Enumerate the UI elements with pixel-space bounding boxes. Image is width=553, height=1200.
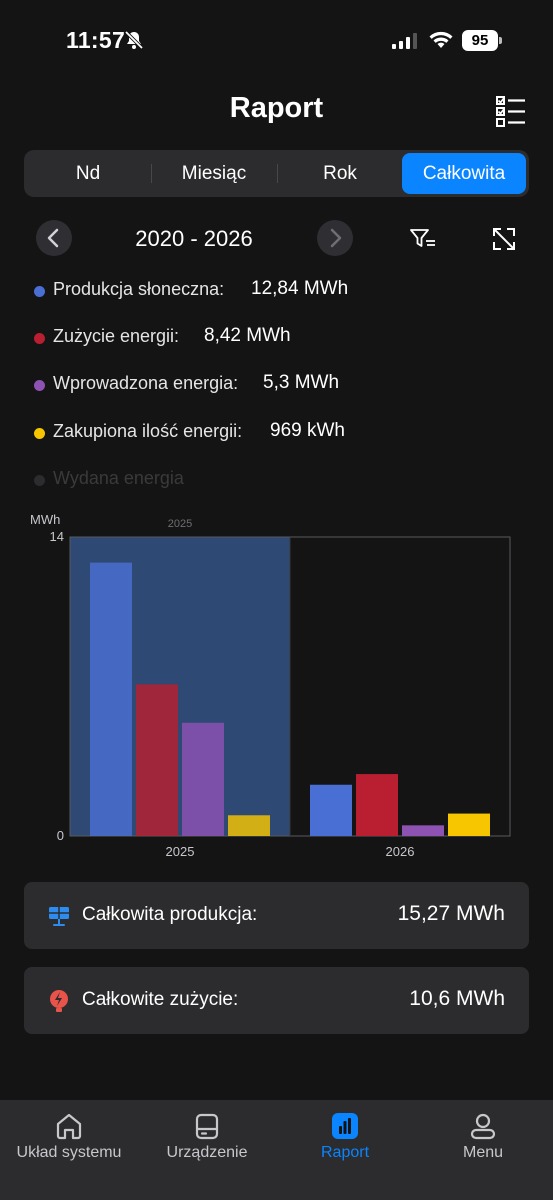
legend-value: 969 kWh <box>270 420 345 442</box>
legend-value: 12,84 MWh <box>251 278 348 300</box>
legend-label: Wprowadzona energia: <box>53 373 238 394</box>
tab-device[interactable]: Urządzenie <box>138 1100 276 1200</box>
tab-report[interactable]: Raport <box>276 1100 414 1200</box>
chevron-right-icon <box>317 220 353 256</box>
home-icon <box>55 1112 83 1140</box>
legend-label: Produkcja słoneczna: <box>53 279 224 300</box>
status-bar: 11:57 95 <box>0 0 553 80</box>
legend-value: 5,3 MWh <box>263 372 339 394</box>
segment-month[interactable]: Miesiąc <box>153 153 275 194</box>
profile-icon <box>469 1112 497 1140</box>
chevron-left-icon <box>36 220 72 256</box>
bar-zużycie-energii-2026[interactable] <box>356 774 398 836</box>
cellular-signal-icon <box>392 33 418 49</box>
legend-dot <box>34 286 45 297</box>
legend-dot <box>34 333 45 344</box>
tab-label: Układ systemu <box>0 1144 138 1162</box>
segment-divider <box>277 164 278 183</box>
bar-wprowadzona-energia-2026[interactable] <box>402 825 444 836</box>
report-chart-icon <box>331 1112 359 1140</box>
total-production-value: 15,27 MWh <box>398 902 505 926</box>
chart-y-tick-label: 14 <box>50 529 64 544</box>
segment-day[interactable]: Nd <box>27 153 149 194</box>
date-range-label: 2020 - 2026 <box>100 226 288 252</box>
legend-label: Wydana energia <box>53 468 184 489</box>
previous-period-button[interactable] <box>36 220 72 256</box>
checklist-icon[interactable] <box>496 95 526 127</box>
lightbulb-icon <box>48 989 70 1013</box>
total-consumption-label: Całkowite zużycie: <box>82 989 238 1011</box>
legend-value: 8,42 MWh <box>204 325 291 347</box>
tab-menu[interactable]: Menu <box>414 1100 552 1200</box>
device-icon <box>193 1112 221 1140</box>
legend-dot <box>34 380 45 391</box>
total-production-label: Całkowita produkcja: <box>82 904 257 926</box>
tab-label: Menu <box>414 1144 552 1162</box>
bar-zakupiona-ilość-energii-2025[interactable] <box>228 815 270 836</box>
period-segmented-control: Nd Miesiąc Rok Całkowita <box>24 150 529 197</box>
bar-wprowadzona-energia-2025[interactable] <box>182 723 224 836</box>
bar-produkcja-słoneczna-2025[interactable] <box>90 563 132 836</box>
battery-indicator: 95 <box>462 30 502 51</box>
total-consumption-value: 10,6 MWh <box>409 987 505 1011</box>
chart-y-tick-label: 0 <box>57 828 64 843</box>
segment-total[interactable]: Całkowita <box>402 153 526 194</box>
filter-icon[interactable] <box>410 228 436 250</box>
tab-label: Urządzenie <box>138 1144 276 1162</box>
chart-x-tick-label: 2025 <box>166 844 195 859</box>
battery-level: 95 <box>462 30 498 51</box>
bar-produkcja-słoneczna-2026[interactable] <box>310 785 352 836</box>
wifi-icon <box>428 30 454 50</box>
legend-label: Zużycie energii: <box>53 326 179 347</box>
segment-divider <box>151 164 152 183</box>
bar-zużycie-energii-2025[interactable] <box>136 684 178 836</box>
bell-muted-icon <box>124 30 144 50</box>
total-consumption-card[interactable]: Całkowite zużycie: 10,6 MWh <box>24 967 529 1034</box>
segment-year[interactable]: Rok <box>279 153 401 194</box>
solar-panel-icon <box>48 904 70 928</box>
bottom-tab-bar: Układ systemu Urządzenie Raport Menu <box>0 1100 553 1200</box>
fullscreen-expand-icon[interactable] <box>493 228 515 250</box>
chart-selected-category-label: 2025 <box>168 518 192 530</box>
chart-x-tick-label: 2026 <box>386 844 415 859</box>
next-period-button[interactable] <box>317 220 353 256</box>
tab-system-layout[interactable]: Układ systemu <box>0 1100 138 1200</box>
legend-label: Zakupiona ilość energii: <box>53 421 242 442</box>
legend-dot <box>34 428 45 439</box>
page-title: Raport <box>0 92 553 125</box>
battery-tip <box>499 37 502 44</box>
tab-label: Raport <box>276 1144 414 1162</box>
legend-dot <box>34 475 45 486</box>
total-production-card[interactable]: Całkowita produkcja: 15,27 MWh <box>24 882 529 949</box>
energy-bar-chart[interactable]: MWh 2025 0 14 2025 2026 <box>0 505 553 865</box>
status-time: 11:57 <box>66 27 125 54</box>
bar-zakupiona-ilość-energii-2026[interactable] <box>448 814 490 836</box>
chart-y-axis-unit: MWh <box>30 512 60 527</box>
